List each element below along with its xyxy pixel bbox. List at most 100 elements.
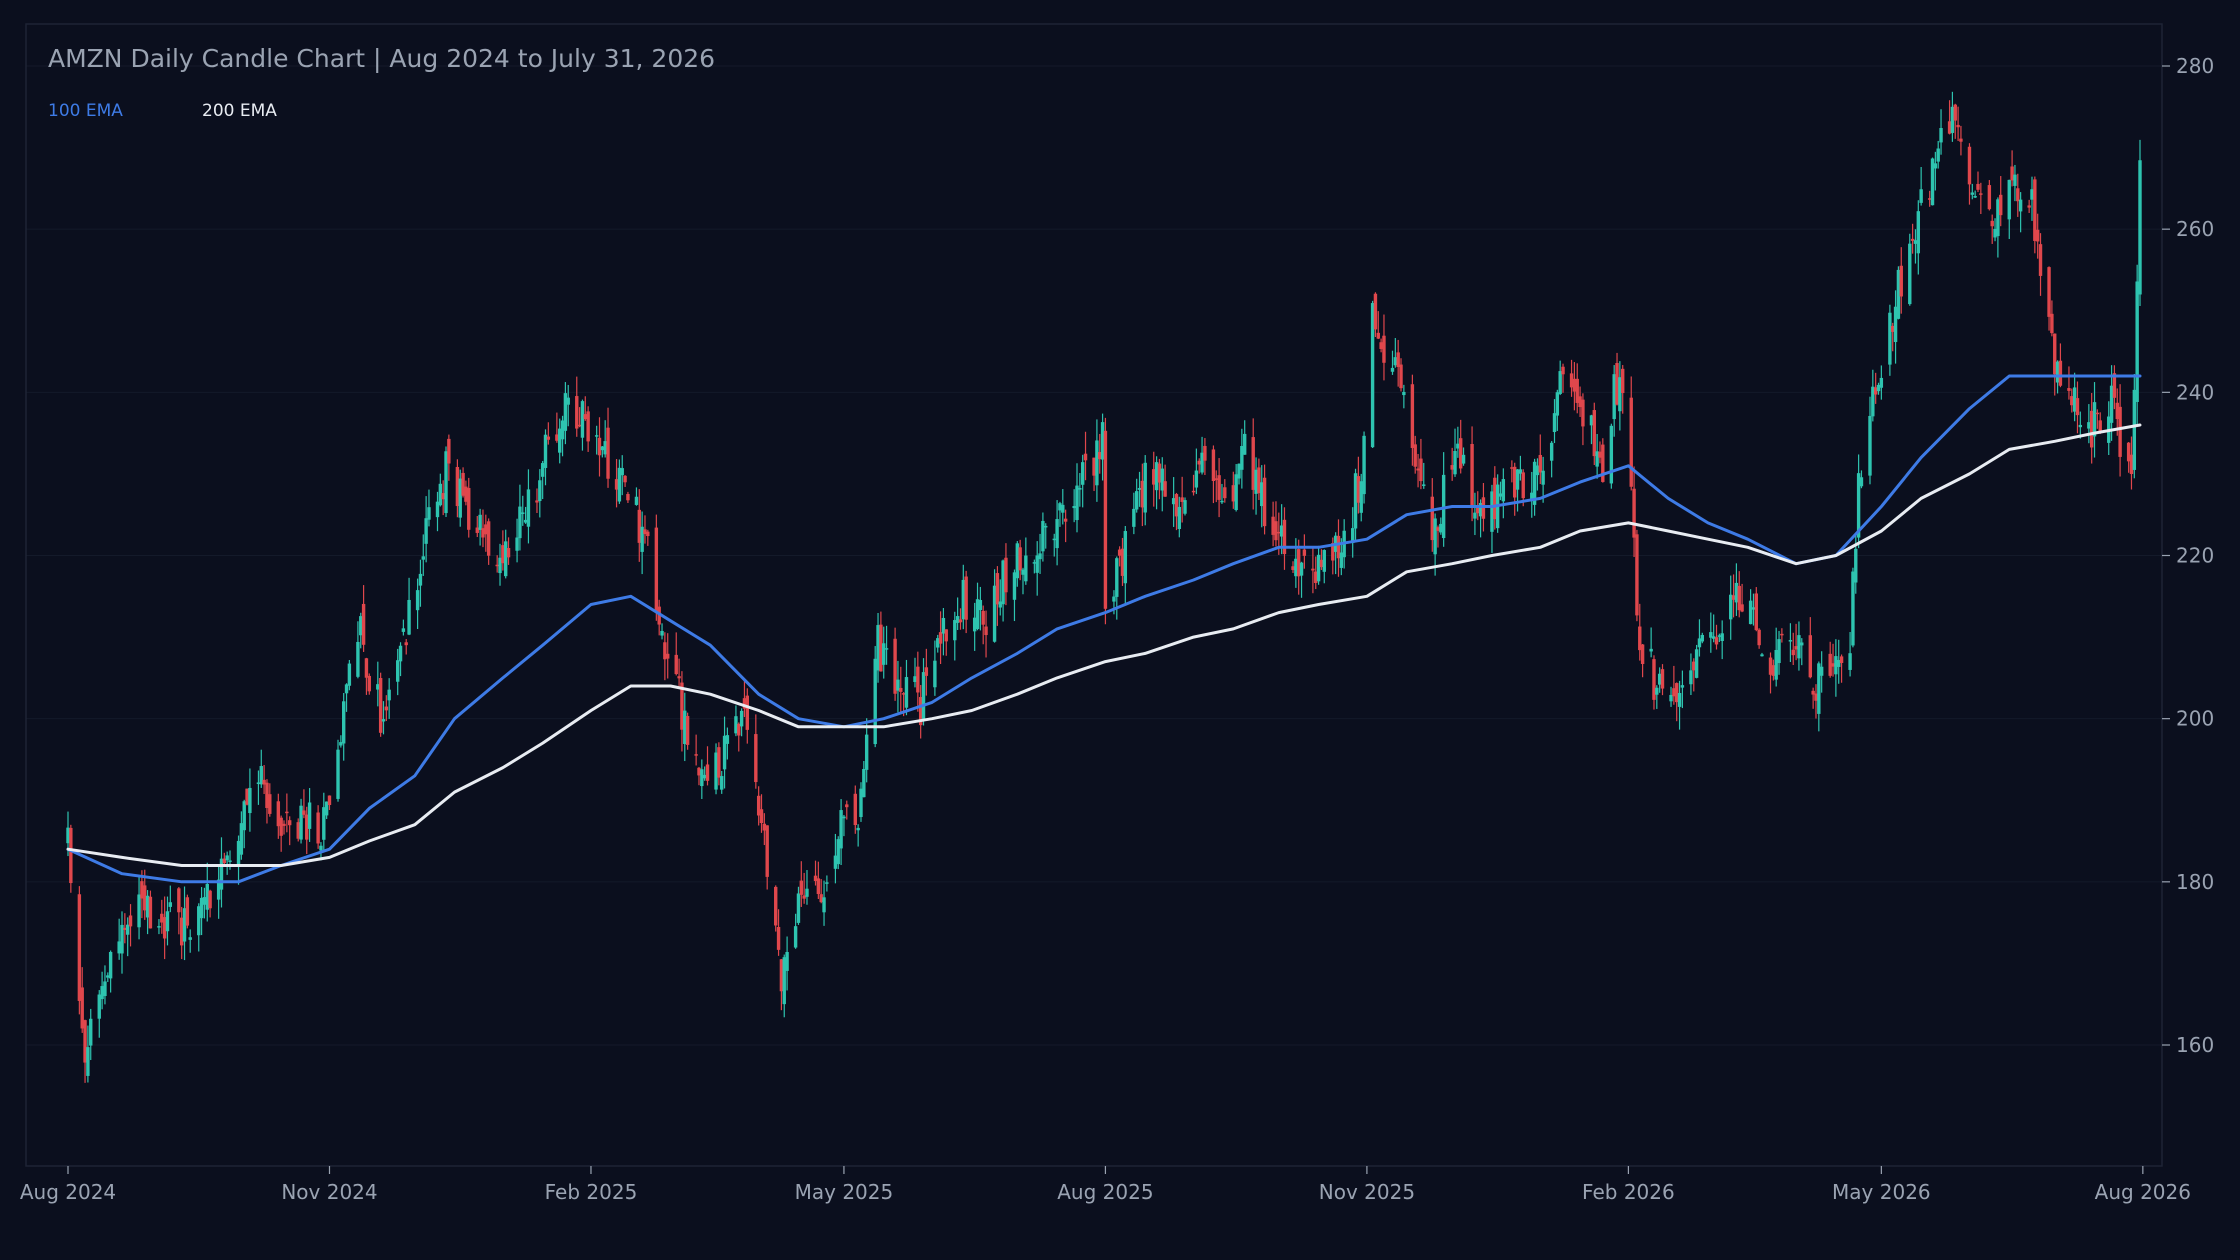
candle-body-407 — [1689, 670, 1693, 685]
candle-body-278 — [1174, 494, 1179, 517]
y-tick-label-160: 160 — [2176, 1033, 2214, 1057]
candle-body-51 — [268, 794, 272, 814]
candle-body-436 — [1800, 642, 1804, 646]
candle-body-379 — [1575, 378, 1579, 403]
legend-ema100-label: 100 EMA — [48, 101, 123, 121]
candle-body-446 — [1839, 656, 1844, 663]
candle-body-358 — [1493, 477, 1497, 520]
candle-body-268 — [1134, 491, 1139, 510]
candle-body-34 — [202, 897, 207, 905]
candle-body-310 — [1299, 562, 1304, 576]
candle-body-105 — [484, 524, 488, 535]
candle-body-373 — [1552, 413, 1557, 433]
candle-body-154 — [680, 682, 684, 730]
candle-body-374 — [1555, 392, 1560, 416]
candle-body-284 — [1197, 460, 1201, 465]
candle-body-102 — [475, 527, 479, 533]
candle-body-36 — [208, 890, 212, 909]
candle-body-286 — [1203, 445, 1207, 461]
candle-body-302 — [1271, 516, 1275, 535]
candle-body-35 — [205, 883, 209, 910]
candle-body-510 — [2095, 412, 2100, 415]
candle-body-130 — [583, 414, 587, 420]
candle-body-392 — [1629, 397, 1633, 487]
candle-body-267 — [1132, 508, 1136, 527]
candle-body-431 — [1780, 633, 1784, 636]
candle-body-178 — [776, 926, 781, 950]
candle-body-104 — [481, 528, 485, 538]
candle-body-307 — [1291, 566, 1295, 570]
candle-body-250 — [1061, 504, 1065, 513]
candle-body-350 — [1459, 438, 1463, 469]
candle-body-208 — [896, 679, 900, 691]
candle-body-289 — [1217, 475, 1221, 500]
candle-body-288 — [1214, 478, 1218, 480]
candle-body-498 — [2050, 313, 2054, 334]
candle-body-356 — [1481, 497, 1486, 519]
candle-body-60 — [305, 814, 309, 840]
candle-body-486 — [1999, 194, 2003, 216]
candle-body-253 — [1075, 485, 1079, 521]
candle-body-141 — [626, 493, 630, 501]
candle-body-322 — [1350, 528, 1355, 544]
candle-body-326 — [1362, 435, 1366, 495]
candle-body-281 — [1183, 500, 1187, 514]
candle-body-39 — [222, 858, 227, 864]
candle-body-338 — [1413, 444, 1417, 467]
candle-body-342 — [1430, 496, 1434, 541]
candle-body-174 — [759, 809, 764, 824]
candle-body-230 — [981, 610, 985, 625]
candle-body-238 — [1015, 543, 1020, 579]
candle-body-61 — [307, 802, 312, 829]
candle-body-233 — [995, 573, 1000, 605]
candle-body-99 — [461, 472, 465, 496]
candle-body-133 — [597, 437, 602, 456]
candle-body-52 — [276, 801, 281, 827]
candle-body-309 — [1296, 549, 1301, 577]
candle-body-214 — [918, 697, 923, 726]
candle-body-408 — [1692, 661, 1696, 671]
candle-body-283 — [1194, 470, 1199, 488]
x-tick-label-6: Feb 2026 — [1582, 1180, 1675, 1204]
candle-body-368 — [1532, 461, 1537, 505]
candle-body-399 — [1655, 687, 1659, 695]
candle-body-428 — [1771, 665, 1776, 676]
candle-body-413 — [1711, 636, 1716, 639]
candle-body-220 — [941, 617, 946, 634]
candle-body-335 — [1399, 364, 1403, 389]
candle-body-474 — [1953, 104, 1957, 121]
candle-body-196 — [845, 804, 849, 808]
candle-body-329 — [1376, 332, 1380, 339]
candle-body-296 — [1242, 433, 1247, 455]
candle-body-202 — [873, 658, 877, 745]
candle-body-327 — [1370, 303, 1375, 448]
candle-body-146 — [646, 531, 650, 537]
candle-body-346 — [1441, 474, 1446, 539]
candle-body-106 — [486, 521, 491, 556]
candle-body-85 — [404, 642, 408, 646]
candle-body-301 — [1262, 477, 1267, 527]
candle-body-257 — [1092, 457, 1096, 476]
candle-body-183 — [796, 893, 801, 923]
candle-body-364 — [1515, 469, 1520, 490]
candle-body-247 — [1052, 538, 1056, 541]
candle-body-55 — [285, 811, 289, 814]
candle-body-179 — [779, 959, 784, 992]
candle-body-363 — [1513, 466, 1517, 498]
candle-body-443 — [1831, 663, 1835, 667]
candle-body-22 — [157, 926, 161, 928]
candle-body-135 — [603, 441, 607, 455]
candle-body-114 — [521, 512, 525, 514]
candle-body-372 — [1549, 442, 1554, 461]
candle-body-212 — [913, 676, 917, 682]
candle-body-9 — [103, 981, 107, 996]
candle-body-488 — [2010, 166, 2014, 181]
axis-layer: 160 180 200 220 240 260 280 Aug 2024 Nov 2024 Feb… — [20, 54, 2214, 1204]
candle-body-369 — [1535, 465, 1540, 476]
candle-body-500 — [2055, 361, 2060, 383]
candle-body-506 — [2078, 424, 2083, 428]
candle-body-430 — [1777, 639, 1781, 664]
candle-body-396 — [1640, 644, 1645, 664]
candle-body-131 — [586, 411, 590, 442]
